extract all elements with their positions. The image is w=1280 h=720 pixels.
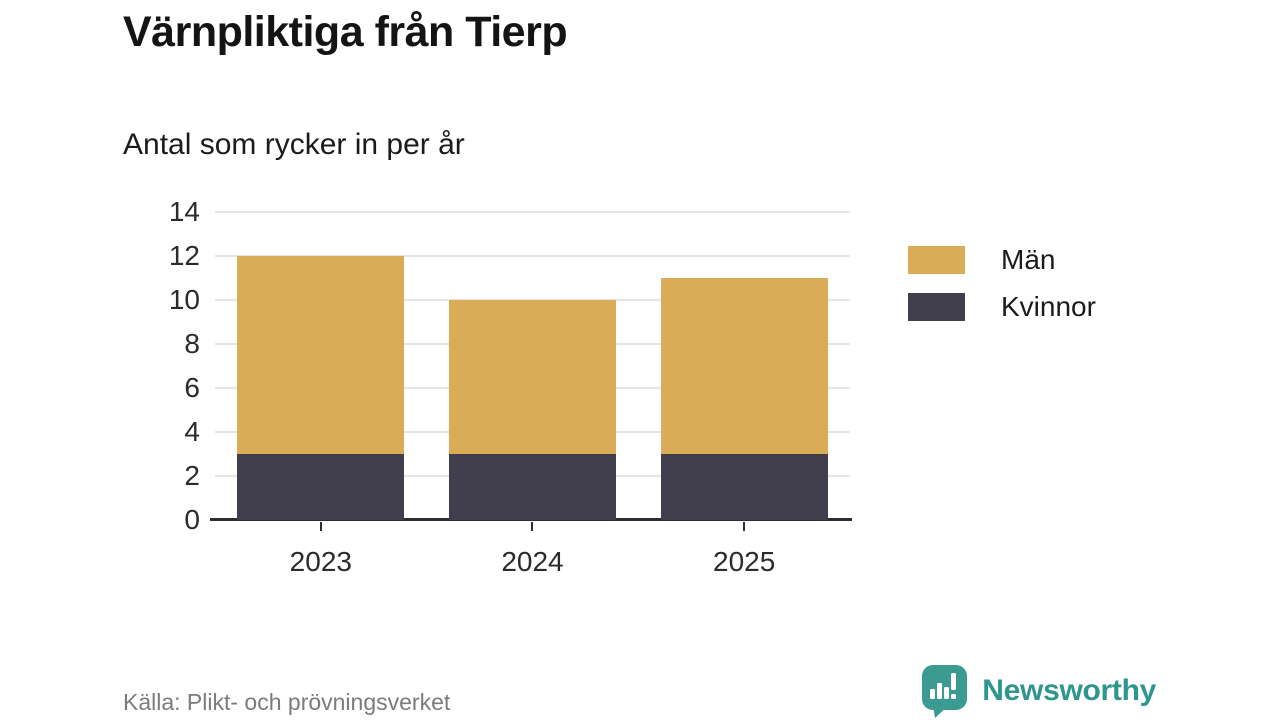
chart-title: Värnpliktiga från Tierp [123, 8, 568, 56]
stacked-bar-2025 [660, 278, 828, 520]
x-tick-2023 [319, 522, 322, 531]
newsworthy-logo: Newsworthy [920, 664, 1156, 718]
newsworthy-icon [922, 665, 968, 718]
x-tick-label-2023: 2023 [289, 546, 352, 577]
bar-segment-män-2023 [237, 256, 405, 454]
y-tick-label-0: 0 [184, 504, 200, 535]
legend-label-kvinnor: Kvinnor [1001, 291, 1096, 322]
bar-segment-män-2024 [448, 300, 617, 454]
bar-segment-kvinnor-2023 [237, 454, 405, 520]
y-tick-label-6: 6 [184, 372, 200, 403]
bar-segment-kvinnor-2024 [448, 454, 617, 520]
y-tick-label-10: 10 [168, 284, 200, 315]
y-tick-label-4: 4 [184, 416, 200, 447]
chart-subtitle: Antal som rycker in per år [123, 128, 465, 161]
bar-segment-män-2025 [660, 278, 828, 454]
category-column-2024: 2024 [427, 212, 639, 577]
category-column-2025: 2025 [638, 212, 850, 577]
gridline-y-12 [215, 255, 850, 257]
y-axis-labels: 0 2 4 6 8 10 12 14 [110, 197, 200, 535]
y-tick-label-12: 12 [168, 240, 200, 271]
legend-item-kvinnor: Kvinnor [908, 291, 1096, 323]
newsworthy-wordmark: Newsworthy [982, 674, 1156, 707]
x-tick-label-2025: 2025 [713, 546, 776, 577]
category-column-2023: 2023 [215, 212, 427, 577]
y-tick-label-8: 8 [184, 328, 200, 359]
x-tick-2025 [743, 522, 746, 531]
bar-chart-plot: 2023 2024 2025 [210, 211, 852, 577]
stacked-bar-2024 [448, 300, 617, 520]
stacked-bar-2023 [237, 256, 405, 520]
legend-swatch-män [908, 246, 965, 274]
legend-item-män: Män [908, 244, 1096, 276]
legend-label-män: Män [1001, 244, 1056, 275]
bar-segment-kvinnor-2025 [660, 454, 828, 520]
chart-legend: Män Kvinnor [908, 244, 1096, 338]
x-tick-2024 [531, 522, 534, 531]
y-tick-label-2: 2 [184, 460, 200, 491]
y-tick-label-14: 14 [168, 196, 200, 227]
x-tick-label-2024: 2024 [501, 546, 564, 577]
source-note: Källa: Plikt- och prövningsverket [123, 689, 451, 715]
gridline-y-14 [215, 211, 850, 213]
legend-swatch-kvinnor [908, 293, 965, 321]
